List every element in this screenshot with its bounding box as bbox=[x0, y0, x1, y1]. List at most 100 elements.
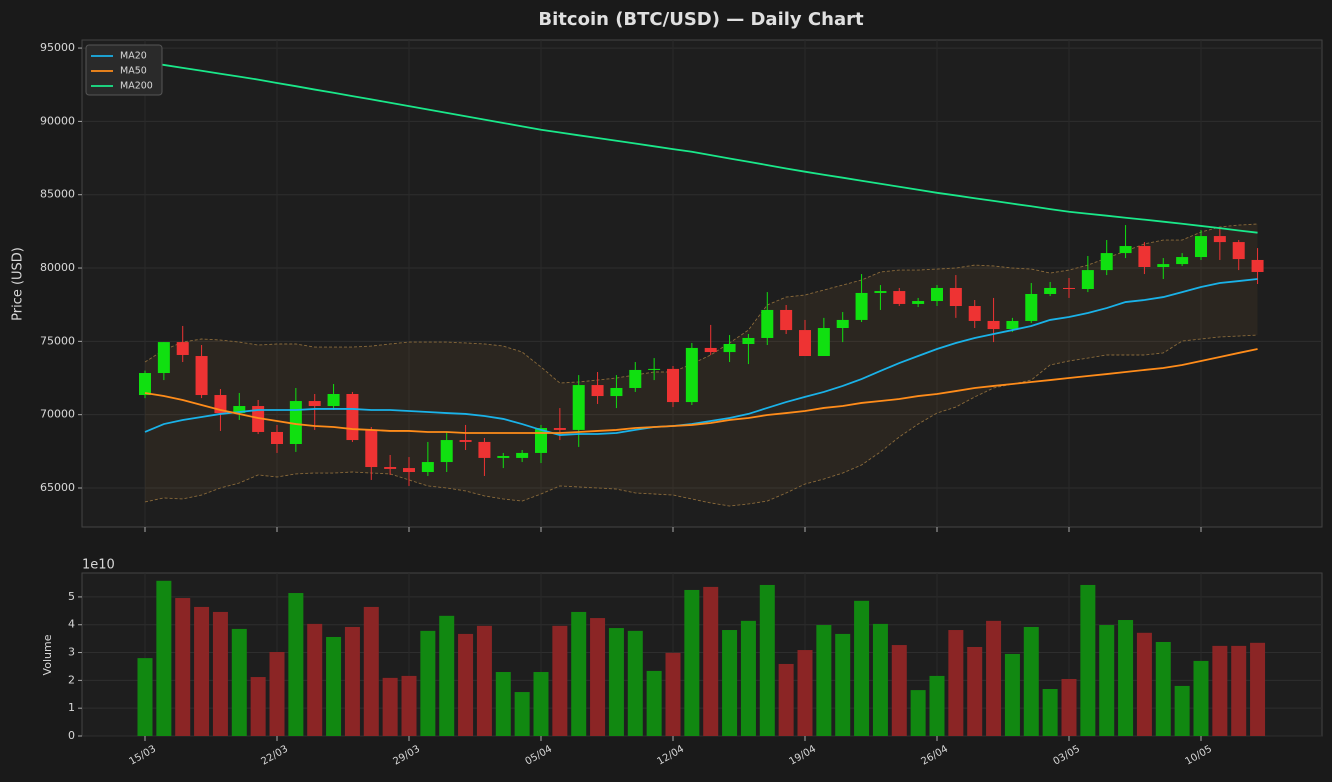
volume-bar bbox=[1004, 653, 1020, 736]
candle-body bbox=[139, 373, 151, 396]
y-tick-label: 85000 bbox=[40, 188, 75, 201]
volume-bar bbox=[722, 630, 738, 736]
volume-bar bbox=[759, 584, 775, 736]
volume-bar bbox=[344, 626, 360, 736]
volume-bar bbox=[156, 580, 172, 736]
volume-bar bbox=[476, 625, 492, 736]
volume-bar bbox=[382, 677, 398, 736]
volume-bar bbox=[627, 630, 643, 736]
volume-bar bbox=[212, 611, 228, 736]
volume-bar bbox=[1212, 645, 1228, 736]
candle-body bbox=[742, 337, 755, 344]
candle-body bbox=[1006, 320, 1019, 330]
volume-bar bbox=[1061, 678, 1077, 736]
y-tick-label: 4 bbox=[68, 618, 75, 631]
candle-body bbox=[610, 387, 623, 397]
volume-bar bbox=[684, 589, 700, 736]
volume-bar bbox=[363, 606, 379, 736]
candle-body bbox=[497, 456, 510, 458]
volume-bar bbox=[495, 672, 511, 736]
legend-label: MA50 bbox=[120, 66, 147, 77]
candle-body bbox=[553, 428, 566, 430]
volume-bar bbox=[948, 630, 964, 736]
y-tick-label: 70000 bbox=[40, 408, 75, 421]
volume-bar bbox=[891, 645, 907, 736]
volume-bar bbox=[967, 646, 983, 736]
volume-bar bbox=[307, 623, 323, 736]
y-tick-label: 0 bbox=[68, 729, 75, 742]
volume-bar bbox=[778, 663, 794, 736]
candle-body bbox=[1194, 236, 1207, 258]
y-tick-label: 1 bbox=[68, 701, 75, 714]
volume-bar bbox=[872, 623, 888, 736]
volume-bar bbox=[986, 620, 1002, 736]
candle-body bbox=[685, 347, 698, 403]
candle-body bbox=[516, 452, 529, 458]
candle-body bbox=[1025, 293, 1038, 321]
volume-bar bbox=[590, 618, 606, 736]
candle-body bbox=[1119, 246, 1132, 254]
candle-body bbox=[1251, 259, 1264, 272]
volume-bar bbox=[1118, 620, 1134, 736]
volume-bar bbox=[703, 586, 719, 736]
candle-body bbox=[1062, 287, 1075, 289]
y-tick-label: 2 bbox=[68, 673, 75, 686]
volume-bar bbox=[835, 633, 851, 736]
volume-bar bbox=[929, 675, 945, 736]
moving-average-line bbox=[144, 348, 1258, 434]
candle-body bbox=[723, 343, 736, 353]
volume-bar bbox=[514, 692, 530, 736]
candle-body bbox=[327, 393, 340, 407]
volume-bar bbox=[740, 620, 756, 736]
volume-bar bbox=[194, 606, 210, 736]
y-tick-label: 90000 bbox=[40, 114, 75, 127]
candle-body bbox=[629, 369, 642, 388]
y-tick-label: 80000 bbox=[40, 261, 75, 274]
candle-body bbox=[440, 440, 453, 463]
candle-body bbox=[855, 292, 868, 320]
candle-body bbox=[874, 291, 887, 293]
volume-bar bbox=[1174, 685, 1190, 736]
bollinger-lower bbox=[144, 334, 1258, 507]
volume-bar bbox=[1080, 584, 1096, 736]
chart-title: Bitcoin (BTC/USD) — Daily Chart bbox=[538, 9, 864, 30]
volume-bar bbox=[552, 625, 568, 736]
bollinger-upper bbox=[144, 223, 1258, 384]
offset-label: 1e10 bbox=[82, 558, 115, 573]
candle-body bbox=[534, 428, 547, 453]
volume-bar bbox=[665, 652, 681, 736]
volume-bar bbox=[1250, 642, 1266, 736]
candle-body bbox=[912, 301, 925, 304]
legend: MA20 MA50 MA200 bbox=[85, 44, 163, 96]
legend-box bbox=[85, 44, 163, 96]
candle-body bbox=[817, 328, 830, 357]
volume-bar bbox=[1155, 641, 1171, 736]
candle-body bbox=[1157, 264, 1170, 268]
candle-body bbox=[1100, 253, 1113, 271]
volume-axis-label: Volume bbox=[41, 634, 54, 675]
volume-bar bbox=[250, 677, 266, 736]
volume-bar bbox=[1099, 625, 1115, 736]
y-axis-label: Price (USD) bbox=[11, 247, 26, 321]
candle-body bbox=[949, 287, 962, 307]
legend-label: MA200 bbox=[120, 81, 153, 92]
volume-bar bbox=[816, 625, 832, 736]
volume-panel bbox=[81, 572, 1323, 737]
volume-bar bbox=[910, 690, 926, 736]
bollinger-band bbox=[145, 224, 1258, 507]
candle-body bbox=[591, 385, 604, 397]
volume-bar bbox=[1231, 645, 1247, 736]
candle-body bbox=[968, 306, 981, 321]
volume-bar bbox=[1193, 660, 1209, 736]
y-tick-label: 65000 bbox=[40, 481, 75, 494]
candle-body bbox=[365, 429, 378, 468]
candle-body bbox=[893, 291, 906, 304]
candle-body bbox=[1138, 246, 1151, 268]
candle-body bbox=[780, 309, 793, 331]
volume-bar bbox=[269, 651, 285, 736]
volume-bar bbox=[646, 670, 662, 736]
candle-body bbox=[930, 287, 943, 302]
y-tick-label: 3 bbox=[68, 646, 75, 659]
candle-body bbox=[761, 309, 774, 338]
